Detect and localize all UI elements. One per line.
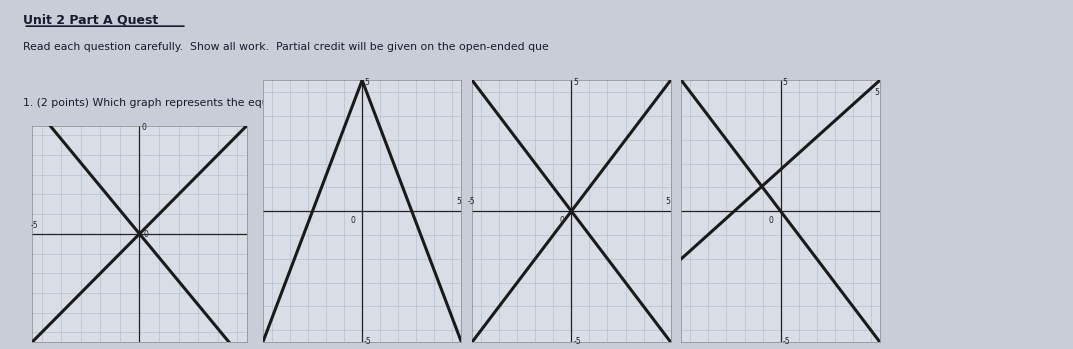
Text: 0: 0 <box>559 216 564 225</box>
Text: 5: 5 <box>364 79 369 87</box>
Text: 0: 0 <box>350 216 355 225</box>
Text: -5: -5 <box>30 221 38 230</box>
Text: 3: 3 <box>348 96 354 105</box>
Text: -5: -5 <box>468 198 475 206</box>
Text: 5: 5 <box>665 198 670 206</box>
Text: 5: 5 <box>573 79 578 87</box>
Text: -5: -5 <box>573 337 580 346</box>
Text: 0: 0 <box>768 216 774 225</box>
Text: 0: 0 <box>144 230 148 239</box>
Text: -5: -5 <box>364 337 371 346</box>
Text: 5: 5 <box>782 79 788 87</box>
Text: 5: 5 <box>874 88 879 97</box>
Text: 5: 5 <box>456 198 460 206</box>
Text: Unit 2 Part A Quest: Unit 2 Part A Quest <box>24 14 159 27</box>
Text: Read each question carefully.  Show all work.  Partial credit will be given on t: Read each question carefully. Show all w… <box>24 42 549 52</box>
Text: x − 2?: x − 2? <box>364 98 399 108</box>
Text: 1. (2 points) Which graph represents the equation y = −: 1. (2 points) Which graph represents the… <box>24 98 335 108</box>
Text: 0: 0 <box>142 122 146 132</box>
Text: -5: -5 <box>782 337 790 346</box>
Text: 2: 2 <box>348 83 354 92</box>
